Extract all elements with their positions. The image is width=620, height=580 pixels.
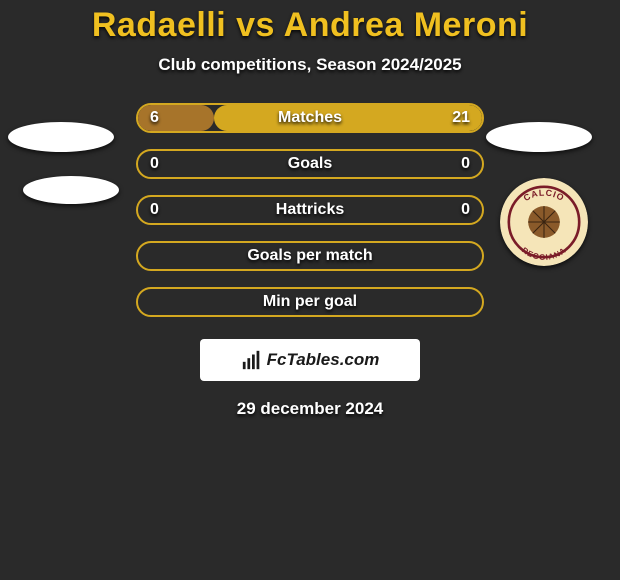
photo-placeholder bbox=[486, 122, 592, 152]
bar-chart-icon bbox=[241, 349, 263, 371]
stat-label: Min per goal bbox=[263, 293, 357, 311]
club-crest: CALCIOREGGIANA bbox=[500, 178, 588, 266]
photo-placeholder bbox=[8, 122, 114, 152]
page-subtitle: Club competitions, Season 2024/2025 bbox=[158, 55, 461, 75]
stat-value-right: 21 bbox=[440, 109, 470, 127]
stat-value-left: 0 bbox=[150, 155, 180, 173]
stat-row: 0 Hattricks 0 bbox=[136, 195, 484, 225]
stat-rows-container: 6 Matches 21 0 Goals 0 0 Hattricks 0 Goals per ma… bbox=[136, 103, 484, 333]
branding-text: FcTables.com bbox=[267, 350, 380, 370]
stat-value-right: 0 bbox=[440, 155, 470, 173]
generation-date: 29 december 2024 bbox=[237, 399, 384, 419]
stat-row: Goals per match bbox=[136, 241, 484, 271]
stat-label: Matches bbox=[278, 109, 342, 127]
stat-row: 0 Goals 0 bbox=[136, 149, 484, 179]
stat-label: Goals bbox=[288, 155, 332, 173]
stat-row: 6 Matches 21 bbox=[136, 103, 484, 133]
stat-row: Min per goal bbox=[136, 287, 484, 317]
stat-label: Hattricks bbox=[276, 201, 344, 219]
stat-value-left: 0 bbox=[150, 201, 180, 219]
photo-placeholder bbox=[23, 176, 119, 204]
stat-label: Goals per match bbox=[247, 247, 372, 265]
stat-value-left: 6 bbox=[150, 109, 180, 127]
page-title: Radaelli vs Andrea Meroni bbox=[92, 6, 528, 45]
stat-value-right: 0 bbox=[440, 201, 470, 219]
branding-badge[interactable]: FcTables.com bbox=[200, 339, 420, 381]
